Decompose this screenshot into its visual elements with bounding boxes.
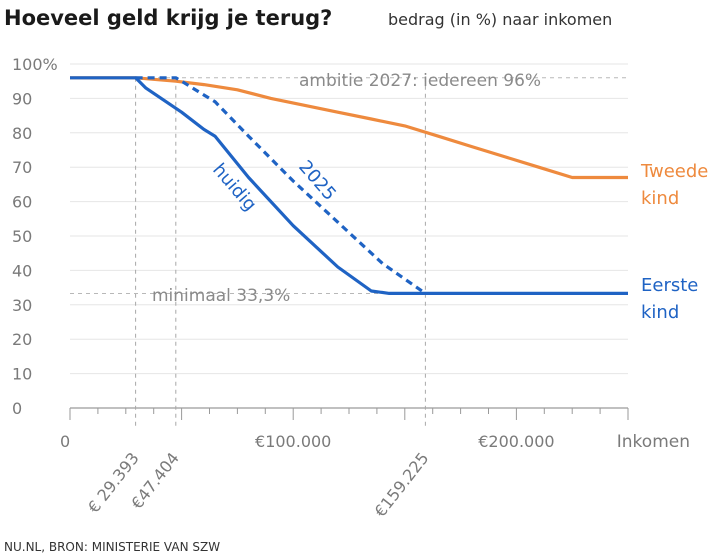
legend-eerste-kind-line2: kind xyxy=(641,302,679,323)
source-note: NU.NL, BRON: MINISTERIE VAN SZW xyxy=(4,540,220,554)
legend-tweede-kind-line1: Tweede xyxy=(640,161,708,182)
annotation-minimaal: minimaal 33,3% xyxy=(152,286,290,306)
legend-eerste-kind-line1: Eerste xyxy=(641,275,698,296)
x-tick-label: €200.000 xyxy=(478,432,554,451)
y-tick-label: 50 xyxy=(12,227,32,246)
x-tick-label: €100.000 xyxy=(255,432,331,451)
legend-tweede-kind-line2: kind xyxy=(641,188,679,209)
series-line-2 xyxy=(135,76,427,295)
y-tick-label: 80 xyxy=(12,124,32,143)
y-tick-label: 90 xyxy=(12,89,32,108)
marker-label: €159.225 xyxy=(371,449,433,521)
y-axis-ticks: 0 10 20 30 40 50 60 70 80 90 100% xyxy=(12,55,58,418)
annotation-2025: 2025 xyxy=(294,157,340,205)
series-line-1 xyxy=(70,76,628,295)
x-axis-label: Inkomen xyxy=(617,432,690,452)
chart-subtitle: bedrag (in %) naar inkomen xyxy=(388,10,612,29)
x-axis: 0 €100.000 €200.000 Inkomen xyxy=(60,407,690,452)
chart-title: Hoeveel geld krijg je terug? xyxy=(4,6,332,30)
y-tick-label: 70 xyxy=(12,158,32,177)
reference-lines xyxy=(70,77,628,294)
y-tick-label: 0 xyxy=(12,399,22,418)
annotation-ambitie: ambitie 2027: iedereen 96% xyxy=(299,71,541,91)
x-tick-label: 0 xyxy=(60,432,70,451)
series-lines xyxy=(70,76,628,295)
y-tick-label: 20 xyxy=(12,330,32,349)
gridlines xyxy=(70,63,628,375)
y-tick-label: 60 xyxy=(12,193,32,212)
y-tick-label: 100% xyxy=(12,55,58,74)
y-tick-label: 40 xyxy=(12,261,32,280)
series-line-0 xyxy=(70,76,628,180)
y-tick-label: 10 xyxy=(12,365,32,384)
y-tick-label: 30 xyxy=(12,296,32,315)
annotation-huidig: huidig xyxy=(208,160,260,216)
